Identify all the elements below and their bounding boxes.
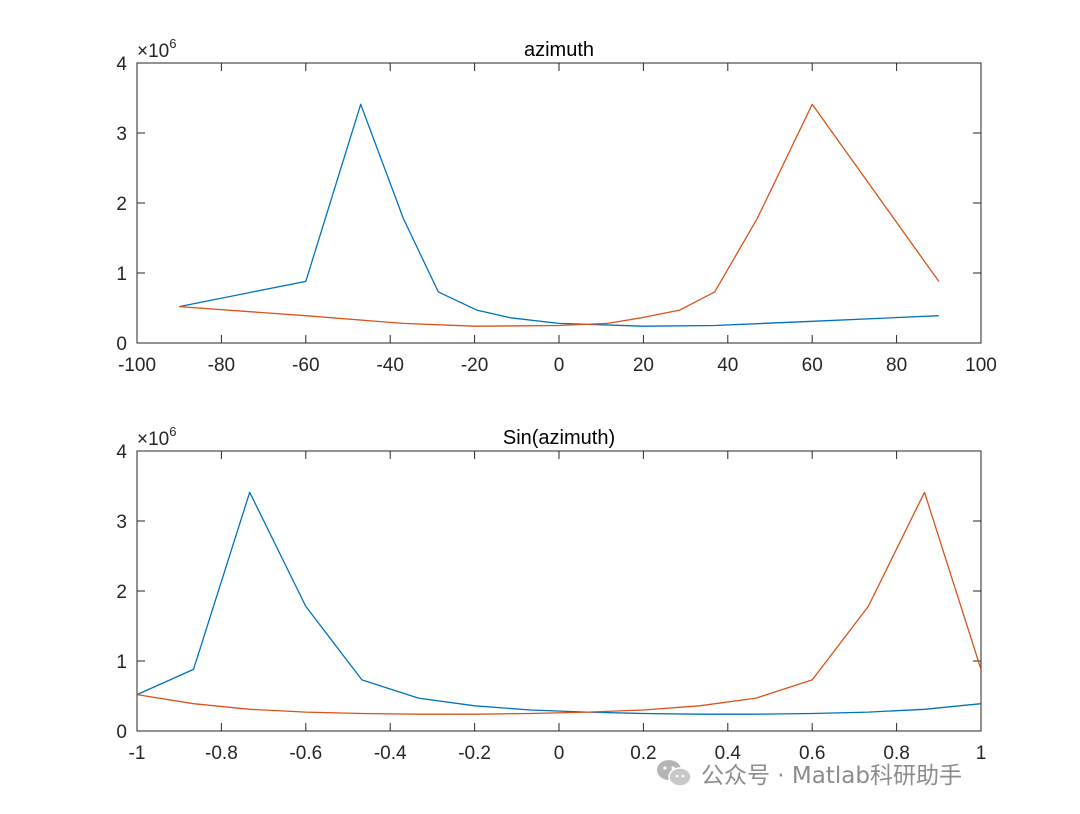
x-tick-label: -0.6 — [289, 743, 322, 764]
x-tick-label: -0.2 — [458, 743, 491, 764]
series-line-1 — [179, 103, 939, 327]
x-tick-label: 1 — [976, 743, 987, 764]
x-tick-label: 0 — [554, 355, 565, 376]
y-exponent-power: 6 — [169, 36, 176, 51]
wechat-icon — [657, 760, 692, 787]
x-tick-label: 20 — [633, 355, 654, 376]
y-tick-label: 0 — [116, 334, 127, 355]
y-exponent-power: 6 — [169, 424, 176, 439]
x-tick-label: 0.8 — [883, 743, 909, 764]
y-exponent-label: ×106 — [137, 36, 176, 62]
chart-title: Sin(azimuth) — [503, 427, 615, 449]
axes-sin-azimuth: -1 -0.8 -0.6 -0.4 -0.2 0 0.2 0.4 0.6 0.8 1 0 1 2 3 4 ×10… — [116, 424, 986, 764]
x-tick-label: 60 — [802, 355, 823, 376]
x-tick-label: 0.6 — [799, 743, 825, 764]
y-exponent-base: ×10 — [137, 429, 169, 450]
chart-title: azimuth — [524, 39, 594, 61]
x-tick-label: 0.4 — [715, 743, 742, 764]
axes-azimuth: -100 -80 -60 -40 -20 0 20 40 60 80 100 0 1 2 3 4 ×106 azi… — [116, 36, 996, 376]
y-tick-label: 3 — [116, 124, 127, 145]
x-tick-label: -60 — [292, 355, 319, 376]
y-tick-label: 1 — [116, 652, 127, 673]
x-tick-label: -80 — [208, 355, 235, 376]
x-tick-label: -100 — [118, 355, 156, 376]
watermark: 公众号 · Matlab科研助手 — [655, 756, 962, 790]
y-tick-label: 4 — [116, 54, 127, 75]
y-tick-label: 3 — [116, 512, 127, 533]
y-exponent-base: ×10 — [137, 41, 169, 62]
y-exponent-label: ×106 — [137, 424, 176, 450]
x-tick-label: 100 — [965, 355, 997, 376]
series-line-2 — [179, 103, 940, 327]
y-tick-label: 2 — [116, 582, 127, 603]
plot-area — [136, 450, 982, 732]
x-tick-label: 0 — [554, 743, 565, 764]
x-tick-label: 0.2 — [630, 743, 656, 764]
x-tick-label: 40 — [717, 355, 738, 376]
y-tick-label: 0 — [116, 722, 127, 743]
y-tick-label: 2 — [116, 194, 127, 215]
plot-area — [136, 62, 982, 344]
series-line-1 — [137, 491, 981, 715]
x-tick-label: -40 — [376, 355, 403, 376]
x-tick-label: 80 — [886, 355, 907, 376]
series-line-2 — [137, 491, 981, 715]
y-tick-label: 1 — [116, 264, 127, 285]
x-tick-label: -0.4 — [374, 743, 407, 764]
x-tick-label: -1 — [129, 743, 146, 764]
watermark-text: 公众号 · Matlab科研助手 — [701, 763, 962, 789]
x-tick-label: -0.8 — [205, 743, 238, 764]
y-tick-label: 4 — [116, 442, 127, 463]
x-tick-label: -20 — [461, 355, 488, 376]
